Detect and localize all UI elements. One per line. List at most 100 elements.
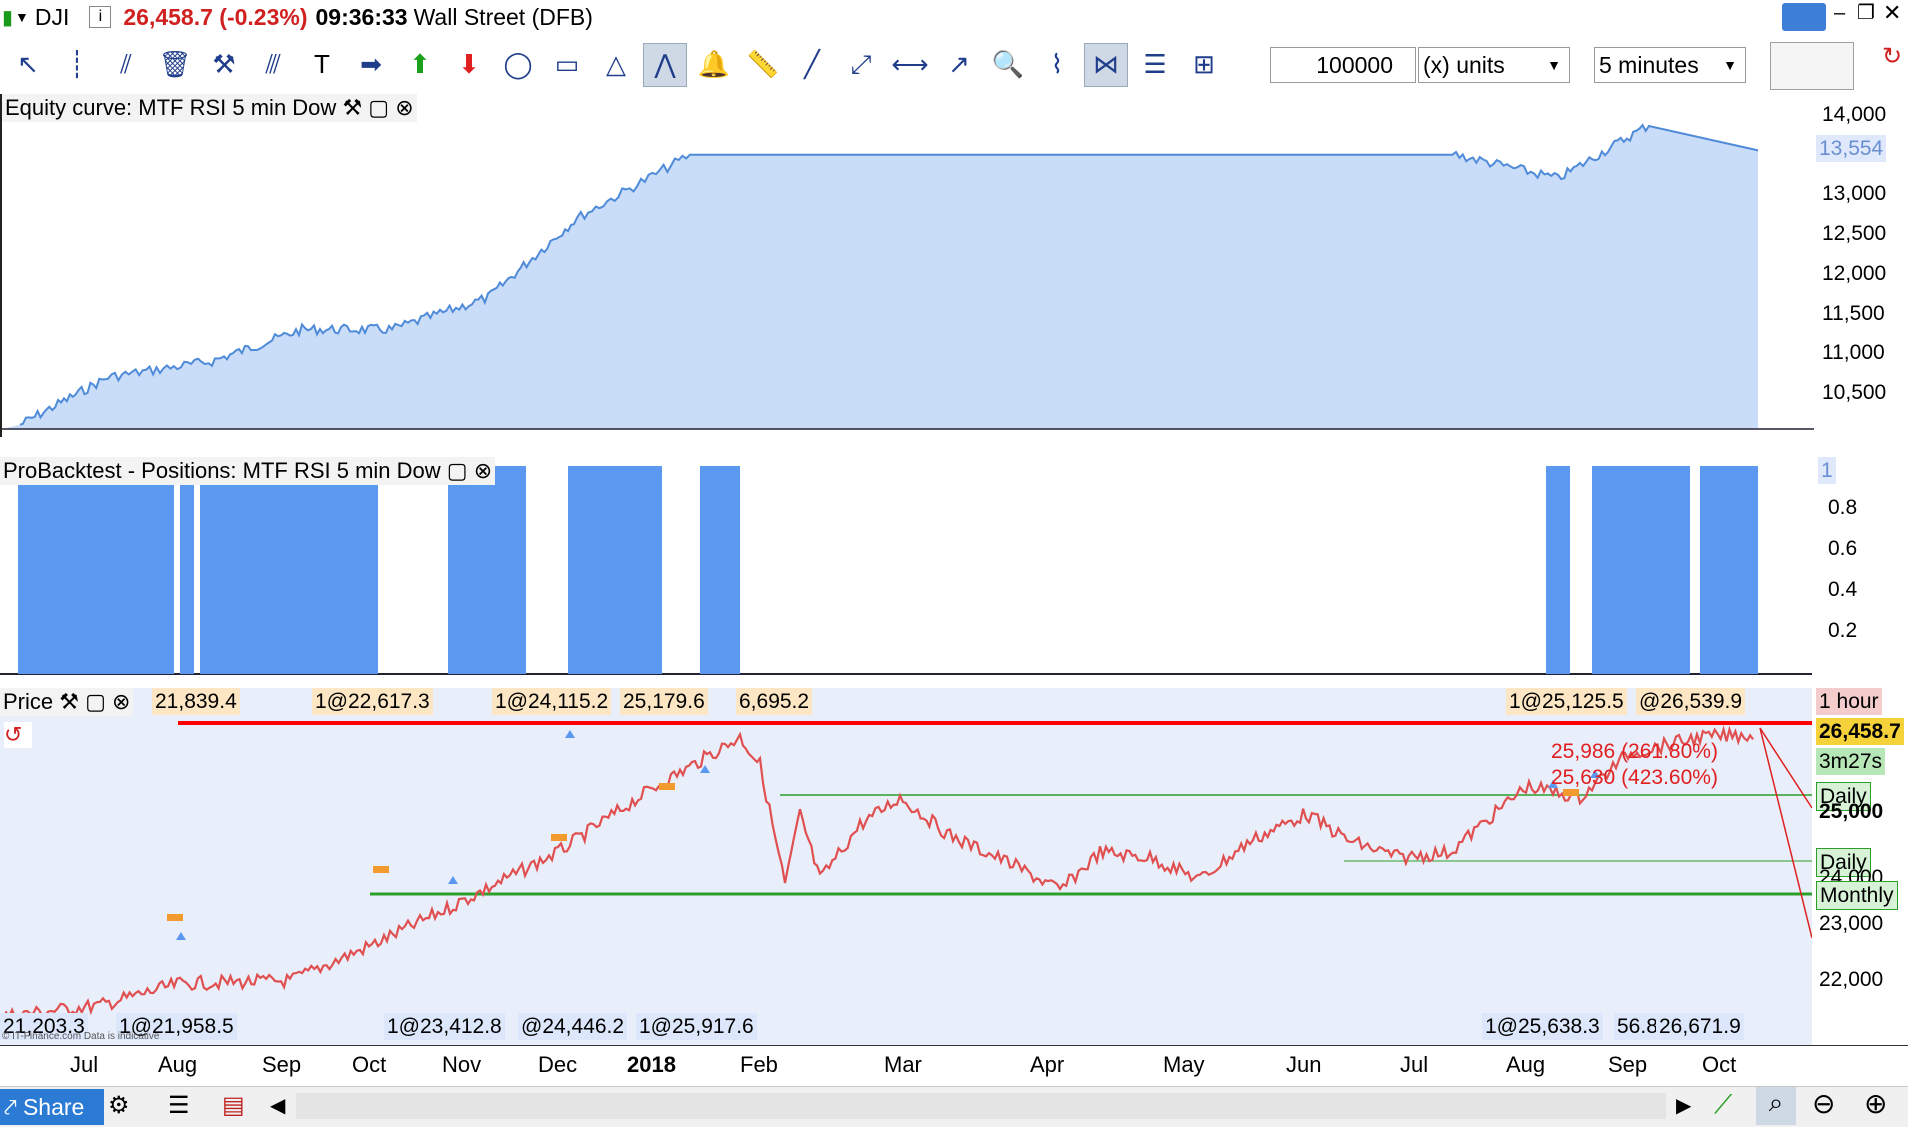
more-tools-icon[interactable]: ↻ xyxy=(1882,43,1903,70)
positions-y-tick: 0.8 xyxy=(1828,496,1858,519)
chevron-down-icon: ▼ xyxy=(1547,57,1561,73)
x-axis-tick: Oct xyxy=(352,1052,387,1077)
ray-tool-icon[interactable]: ↗ xyxy=(948,49,970,79)
zoom-tool-icon[interactable]: 🔍 xyxy=(991,49,1025,79)
restore-icon[interactable]: ❐ xyxy=(1857,2,1875,24)
projection-line xyxy=(1759,727,1812,809)
refresh-icon[interactable]: ↺ xyxy=(4,722,32,748)
fibonacci-tool-icon[interactable]: ☰ xyxy=(1143,49,1167,79)
fibonacci-fan-tool-icon[interactable]: ⊞ xyxy=(1193,49,1215,79)
trade-tag-bottom: 1@21,958.5 xyxy=(116,1013,237,1040)
properties-tool-icon[interactable]: ⚒ xyxy=(212,49,236,79)
chart-style-icon[interactable]: ⟋ xyxy=(1714,1089,1733,1119)
x-axis-tick: Mar xyxy=(884,1052,922,1077)
price-axis-tag: 22,000 xyxy=(1819,968,1884,991)
x-axis-tick: Jun xyxy=(1286,1052,1322,1077)
price-axis-tag: 23,000 xyxy=(1819,912,1884,935)
window-icon[interactable]: ▢ xyxy=(85,689,106,714)
x-axis-tick: Jul xyxy=(70,1052,99,1077)
equity-panel-label: Equity curve: MTF RSI 5 min Dow ⚒ ▢ ⊗ xyxy=(2,94,417,122)
wrench-icon[interactable]: ⚒ xyxy=(59,689,79,714)
channel-tool-icon[interactable]: ⋈ xyxy=(1084,42,1128,87)
units-value: (x) units xyxy=(1423,51,1505,78)
indicators-button[interactable] xyxy=(1770,42,1854,90)
triangle-tool-icon[interactable]: △ xyxy=(606,49,626,79)
settings-icon[interactable]: ⚙ xyxy=(108,1092,130,1119)
timeframe-select[interactable]: 5 minutes ▼ xyxy=(1594,47,1746,83)
extended-line-tool-icon[interactable]: ⤢ xyxy=(850,48,872,79)
ruler-tool-icon[interactable]: 📏 xyxy=(746,49,780,79)
buy-marker xyxy=(1590,770,1600,778)
zoom-out-icon[interactable]: ⊖ xyxy=(1812,1088,1836,1119)
vertical-line-tool-icon[interactable]: ┊ xyxy=(69,49,85,79)
equity-y-tick: 10,500 xyxy=(1822,381,1887,404)
alert-tool-icon[interactable]: 🔔 xyxy=(697,49,731,79)
close-panel-icon[interactable]: ⊗ xyxy=(473,458,493,483)
text-tool-icon[interactable]: T xyxy=(314,49,330,79)
equity-y-tick: 12,000 xyxy=(1822,261,1887,285)
scroll-right-icon[interactable]: ▶ xyxy=(1676,1095,1692,1117)
equity-area xyxy=(2,125,1758,429)
position-bar xyxy=(1546,466,1570,674)
trade-tag-bottom: 26,671.9 xyxy=(1656,1013,1744,1040)
equity-panel: Equity curve: MTF RSI 5 min Dow ⚒ ▢ ⊗ xyxy=(0,94,1814,437)
segment-tool-icon[interactable]: ╱ xyxy=(804,49,820,79)
positions-chart xyxy=(18,466,1758,674)
share-button[interactable]: ⤤ Share xyxy=(0,1089,104,1125)
positions-y-tick: 0.6 xyxy=(1828,537,1858,560)
horizontal-scrollbar[interactable] xyxy=(296,1093,1666,1119)
zoom-in-icon[interactable]: ⊕ xyxy=(1864,1088,1888,1119)
minimize-icon[interactable]: – xyxy=(1834,2,1846,24)
info-icon[interactable]: i xyxy=(89,6,112,28)
price-axis-tag: 26,458.7 xyxy=(1816,718,1904,745)
x-axis-tick: May xyxy=(1163,1052,1205,1077)
trade-tag-top: 6,695.2 xyxy=(736,688,813,715)
table-icon[interactable]: ▤ xyxy=(222,1092,245,1119)
positions-panel-title: ProBacktest - Positions: MTF RSI 5 min D… xyxy=(3,458,441,483)
trade-tag-top: 1@24,115.2 xyxy=(492,688,612,715)
zoom-select-icon[interactable]: ⌕ xyxy=(1756,1087,1796,1125)
window-icon[interactable]: ▢ xyxy=(446,458,468,483)
close-panel-icon[interactable]: ⊗ xyxy=(395,95,414,120)
equity-y-tick: 11,500 xyxy=(1822,301,1885,325)
price-axis-tag: 3m27s xyxy=(1816,748,1886,775)
close-panel-icon[interactable]: ⊗ xyxy=(112,689,131,714)
equity-chart xyxy=(2,123,1814,430)
price-axis-tag: Daily xyxy=(1816,782,1871,811)
trend-tool-icon[interactable]: ⋀ xyxy=(643,42,687,87)
close-window-icon[interactable]: ✕ xyxy=(1883,0,1902,25)
candlestick-icon: ▮ xyxy=(2,6,14,29)
parallel-lines-tool-icon[interactable]: ⫻ xyxy=(265,48,281,79)
buy-arrow-tool-icon[interactable]: ⬆ xyxy=(409,49,431,79)
symbol-label[interactable]: DJI xyxy=(34,3,70,30)
x-axis-tick: Aug xyxy=(158,1052,198,1077)
sell-arrow-tool-icon[interactable]: ⬇ xyxy=(458,49,480,79)
arrow-tool-icon[interactable]: ➡ xyxy=(360,49,382,79)
pointer-tool-icon[interactable]: ↖ xyxy=(17,49,39,79)
trade-tag-bottom: 1@25,917.6 xyxy=(636,1013,757,1040)
dropdown-arrow-icon[interactable]: ▼ xyxy=(15,9,29,25)
horizontal-line-tool-icon[interactable]: ⟷ xyxy=(891,49,929,79)
window-icon[interactable]: ▢ xyxy=(368,95,390,120)
pitchfork-tool-icon[interactable]: ⫽ xyxy=(120,48,132,79)
buy-marker xyxy=(176,932,186,940)
trade-tag-top: 25,179.6 xyxy=(620,688,708,715)
rectangle-tool-icon[interactable]: ▭ xyxy=(554,49,580,79)
x-axis-tick: Sep xyxy=(1608,1052,1648,1077)
quantity-input[interactable]: 100000 xyxy=(1270,47,1416,83)
drawing-toolbar: ↖ ┊ ⫽ 🗑 ⚒ ⫻ T ➡ ⬆ ⬇ ◯ ▭ △ ⋀ 🔔 📏 ╱ ⤢ ⟷ ↗ 🔍 ⌇ ⋈ ☰ ⊞ xyxy=(0,37,1908,92)
units-select[interactable]: (x) units ▼ xyxy=(1418,47,1570,83)
buy-marker xyxy=(448,876,458,884)
keyboard-icon[interactable] xyxy=(1782,3,1826,31)
zigzag-tool-icon[interactable]: ⌇ xyxy=(1050,49,1064,79)
buy-marker xyxy=(700,765,710,773)
trade-tag-top: @26,539.9 xyxy=(1636,688,1746,715)
instrument-label: Wall Street (DFB) xyxy=(413,3,593,30)
list-icon[interactable]: ☰ xyxy=(168,1092,190,1119)
ellipse-tool-icon[interactable]: ◯ xyxy=(503,49,533,79)
position-bar xyxy=(448,466,526,674)
wrench-icon[interactable]: ⚒ xyxy=(342,95,363,120)
scroll-left-icon[interactable]: ◀ xyxy=(270,1095,286,1117)
sell-marker xyxy=(373,866,389,873)
trash-tool-icon[interactable]: 🗑 xyxy=(158,49,192,79)
